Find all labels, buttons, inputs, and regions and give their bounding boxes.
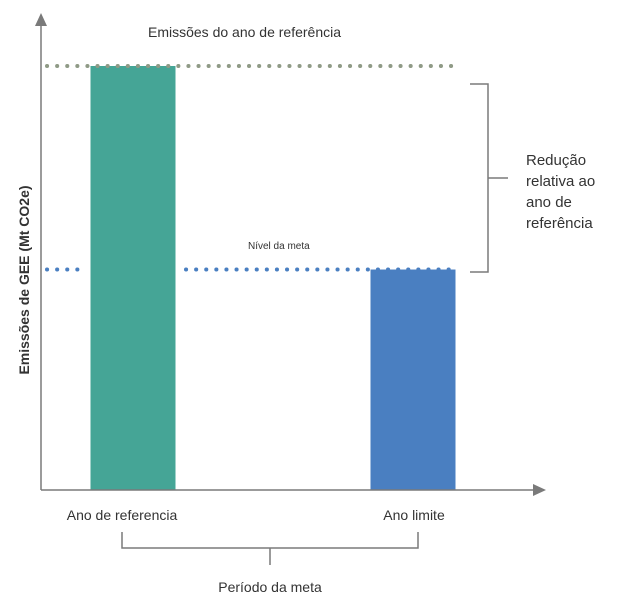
reduction-label-line: referência xyxy=(526,215,593,232)
y-axis-label: Emissões de GEE (Mt CO2e) xyxy=(16,185,32,375)
y-axis-arrow xyxy=(35,13,47,26)
period-label: Período da meta xyxy=(218,579,322,595)
bar-ano-referencia xyxy=(90,66,176,490)
x-tick-label-ano-limite: Ano limite xyxy=(383,507,445,523)
bar-ano-limite xyxy=(370,269,456,490)
period-bracket xyxy=(121,532,419,565)
x-axis-arrow xyxy=(533,484,546,496)
target-line-label: Nível da meta xyxy=(248,241,310,252)
reference-line-label: Emissões do ano de referência xyxy=(148,24,341,40)
reduction-bracket xyxy=(470,83,508,273)
x-tick-label-ano-referencia: Ano de referencia xyxy=(66,507,178,523)
reduction-label-line: Redução xyxy=(526,152,587,169)
reduction-label-line: ano de xyxy=(526,194,572,211)
reduction-label-line: relativa ao xyxy=(526,173,596,190)
chart-marks xyxy=(45,64,462,490)
reduction-label: Redução relativa ao ano de referência xyxy=(526,150,618,234)
